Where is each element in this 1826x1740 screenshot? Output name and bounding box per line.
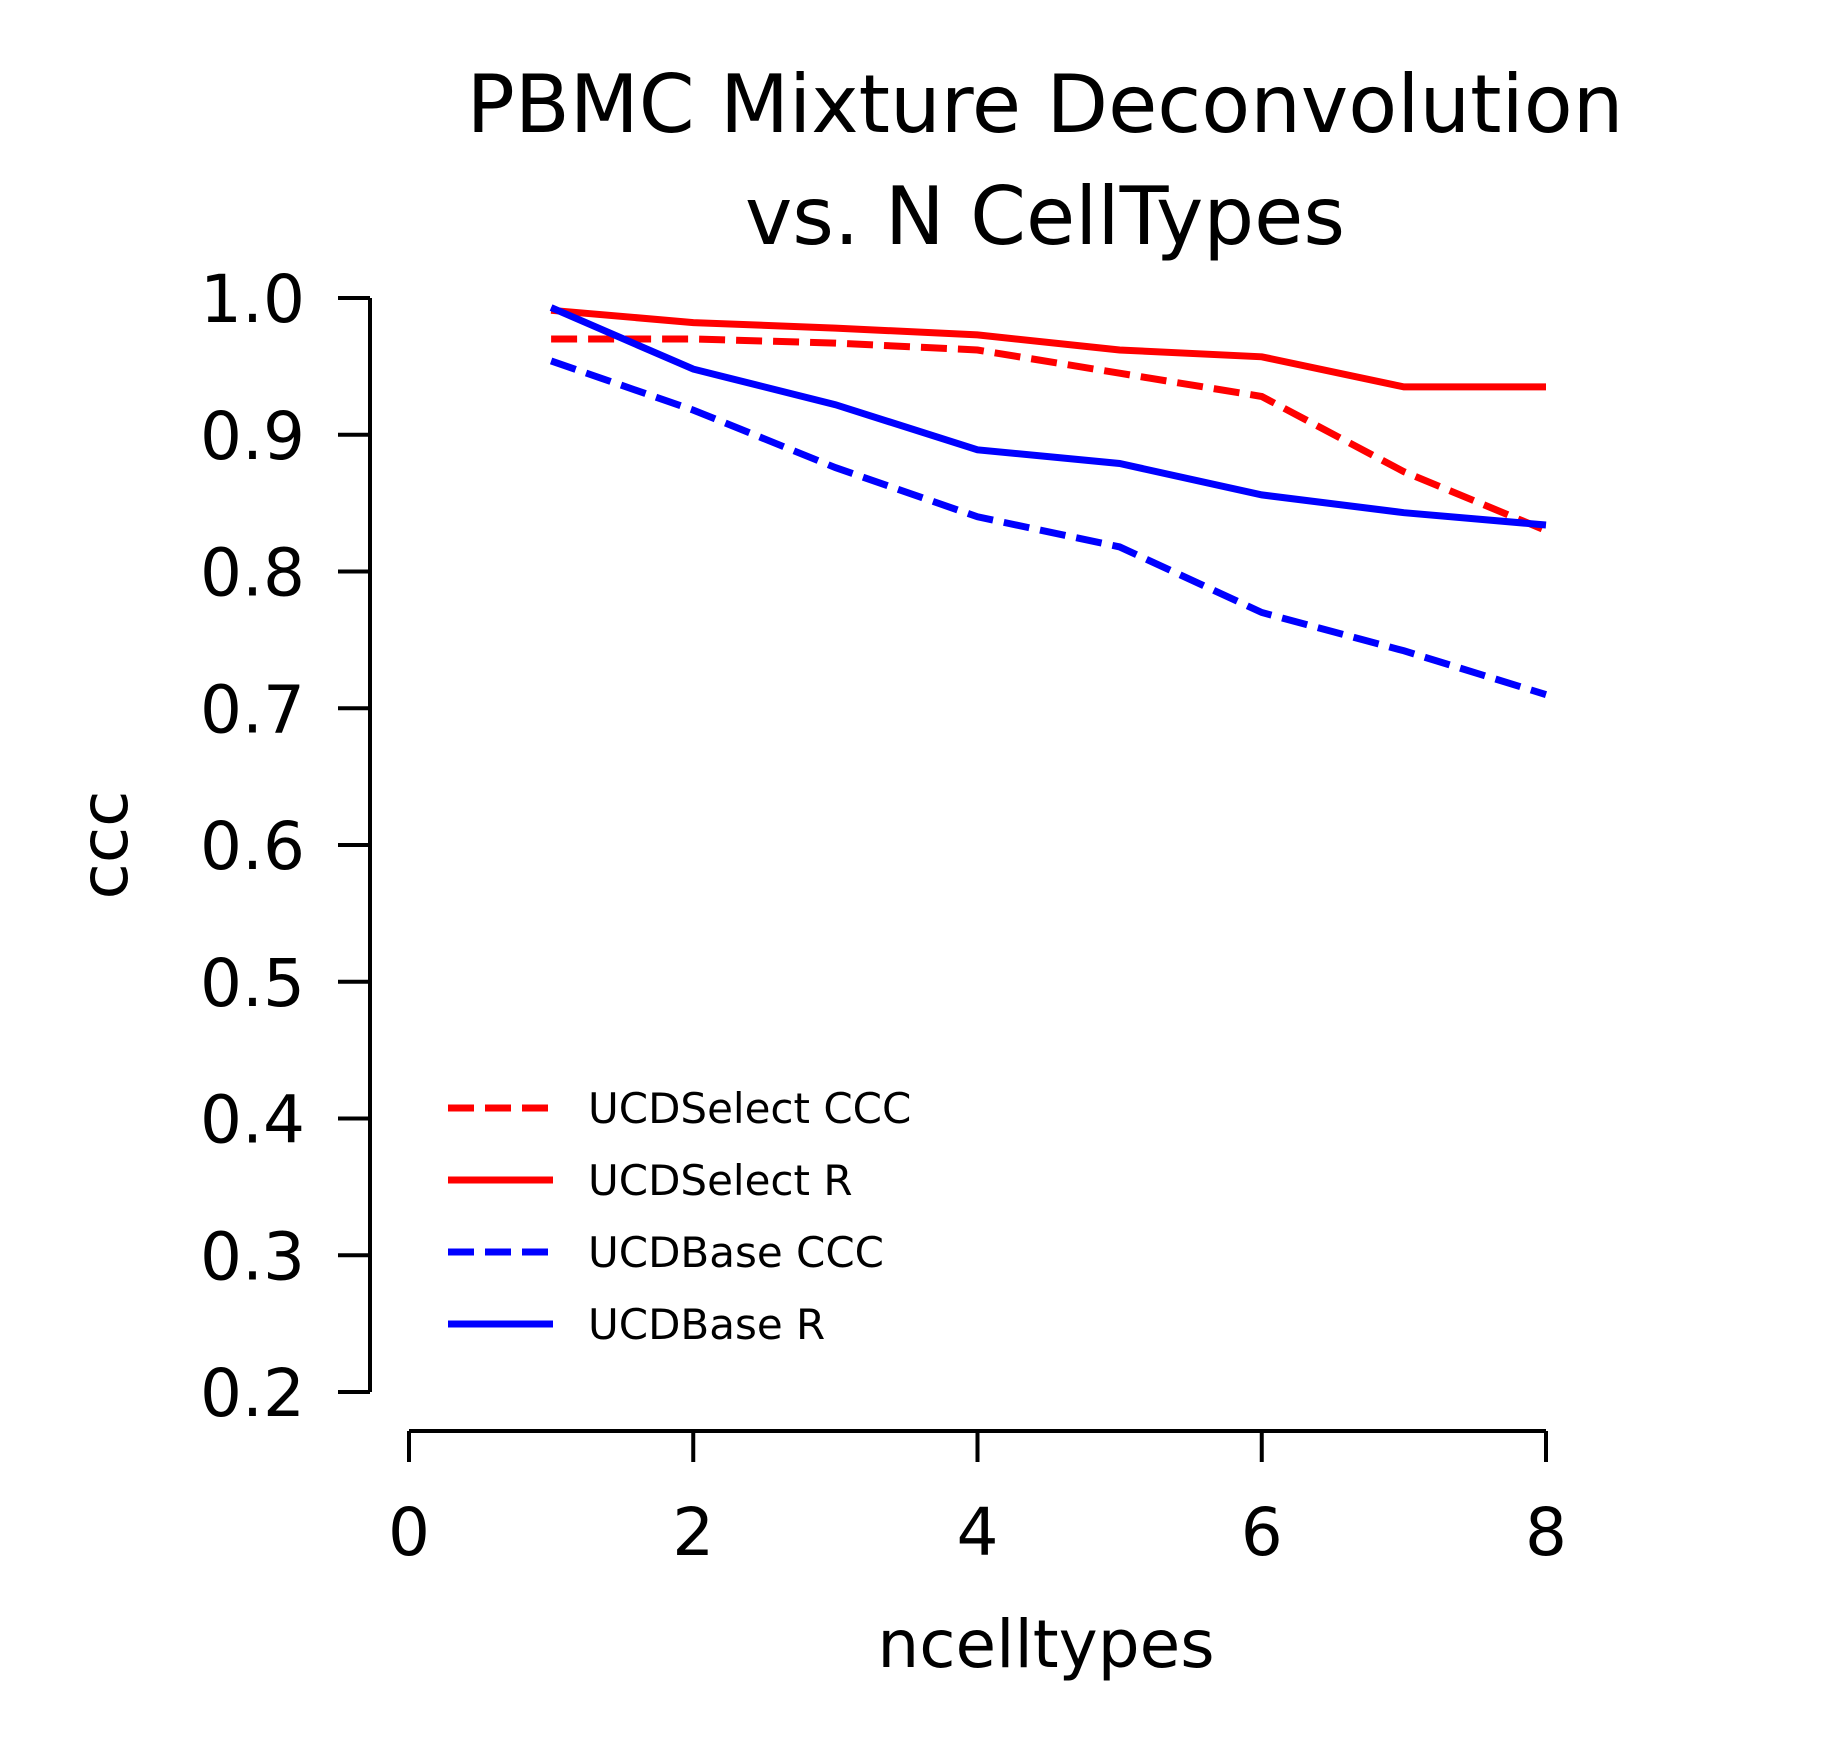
y-tick-label: 0.8 <box>200 535 305 612</box>
chart-title-line-1: PBMC Mixture Deconvolution <box>467 58 1624 151</box>
series-line-1 <box>550 306 1546 391</box>
y-tick-label: 0.3 <box>200 1218 305 1295</box>
series-lines <box>549 304 1548 698</box>
legend-label: UCDBase R <box>588 1300 825 1349</box>
series-line-3 <box>549 304 1547 529</box>
y-axis-ticks: 0.2 0.3 0.4 0.5 0.6 0.7 0.8 0.9 1.0 <box>200 261 370 1432</box>
x-tick-label: 4 <box>957 1494 999 1571</box>
series-line-2 <box>549 357 1548 698</box>
legend-label: UCDSelect CCC <box>588 1084 911 1133</box>
y-tick-label: 0.5 <box>200 945 305 1022</box>
x-tick-label: 0 <box>388 1494 430 1571</box>
x-axis-label: ncelltypes <box>877 1606 1214 1683</box>
y-tick-label: 0.6 <box>200 808 305 885</box>
series-line-0 <box>551 335 1548 534</box>
y-tick-label: 0.7 <box>200 671 305 748</box>
x-axis-ticks: 0 2 4 6 8 <box>388 1431 1567 1571</box>
y-tick-label: 0.4 <box>200 1082 305 1159</box>
x-tick-label: 8 <box>1525 1494 1567 1571</box>
chart-title-line-2: vs. N CellTypes <box>745 170 1345 263</box>
x-tick-label: 6 <box>1241 1494 1283 1571</box>
y-tick-label: 0.2 <box>200 1355 305 1432</box>
y-tick-label: 0.9 <box>200 398 305 475</box>
y-tick-label: 1.0 <box>200 261 305 338</box>
legend-label: UCDSelect R <box>588 1156 853 1205</box>
y-axis-label: ccc <box>66 791 143 900</box>
legend-label: UCDBase CCC <box>588 1228 884 1277</box>
x-tick-label: 2 <box>672 1494 714 1571</box>
legend: UCDSelect CCC UCDSelect R UCDBase CCC UCDBa… <box>448 1084 911 1349</box>
